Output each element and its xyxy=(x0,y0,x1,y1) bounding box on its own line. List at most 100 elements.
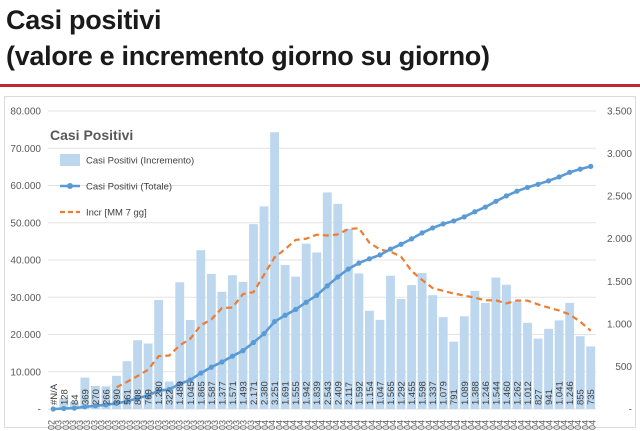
bar-value-label: 1.337 xyxy=(428,381,439,405)
x-tick-label-fragment: 04 xyxy=(267,420,277,430)
bar-value-label: 2.543 xyxy=(323,381,334,405)
legend: Casi Positivi (Incremento) Casi Positivi … xyxy=(60,154,194,219)
total-cases-point xyxy=(50,406,56,412)
x-tick-label-fragment: 04 xyxy=(438,420,448,430)
x-tick-label-fragment: 04 xyxy=(452,420,462,430)
total-cases-point xyxy=(556,174,562,180)
bar-value-label: 1.262 xyxy=(512,381,523,405)
increment-bar xyxy=(386,275,395,409)
increment-bar xyxy=(291,276,301,409)
x-tick-label-fragment: 04 xyxy=(274,420,284,430)
total-cases-point xyxy=(545,178,552,184)
x-tick-label-fragment: 04 xyxy=(538,420,548,430)
gridlines xyxy=(48,110,596,410)
x-tick-label-fragment: 04 xyxy=(367,420,377,430)
x-tick-label-fragment: 03 xyxy=(153,420,163,430)
total-cases-point xyxy=(493,198,499,204)
x-tick-label-fragment: 03 xyxy=(189,420,199,430)
bar-value-label: 369 xyxy=(80,389,91,405)
total-cases-point xyxy=(82,404,88,410)
increment-bars xyxy=(59,132,596,410)
bar-value-label: 2.409 xyxy=(333,381,344,405)
x-tick-label-fragment: 03 xyxy=(196,420,206,430)
bar-value-label: 1.455 xyxy=(407,381,418,405)
x-tick-label-fragment: 03 xyxy=(103,420,113,430)
increment-bar xyxy=(280,265,290,409)
x-tick-label-fragment: 03 xyxy=(54,420,64,430)
increment-bar xyxy=(407,285,417,409)
total-cases-point xyxy=(335,274,341,280)
right-axis-tick-label: 2.000 xyxy=(607,234,632,245)
total-cases-point xyxy=(261,331,267,337)
increment-bar xyxy=(364,310,374,409)
increment-bar xyxy=(491,277,501,409)
bar-value-label: 84 xyxy=(70,394,81,405)
increment-bar xyxy=(238,281,248,409)
slide-title-line-1: Casi positivi xyxy=(6,5,162,35)
increment-bar xyxy=(459,316,469,409)
increment-bar xyxy=(565,302,575,409)
bar-value-label: 1.292 xyxy=(397,381,408,405)
bar-value-label: 266 xyxy=(101,389,112,405)
x-tick-label-fragment: 03 xyxy=(224,420,234,430)
slide-title-line-2: (valore e incremento giorno su giorno) xyxy=(6,41,490,71)
total-cases-point xyxy=(293,306,299,313)
total-cases-point xyxy=(387,246,394,252)
x-tick-label-fragment: 04 xyxy=(402,420,412,430)
x-tick-label-fragment: 04 xyxy=(587,420,597,430)
increment-bar xyxy=(312,252,322,409)
increment-bar xyxy=(554,320,564,409)
x-tick-label-fragment: 04 xyxy=(523,420,533,430)
increment-bar xyxy=(69,401,79,409)
total-cases-point xyxy=(250,339,257,346)
total-cases-point xyxy=(535,181,541,187)
x-tick-label-fragment: 03 xyxy=(68,420,78,430)
x-tick-label-fragment: 03 xyxy=(96,420,106,430)
x-tick-label-fragment: 03 xyxy=(125,420,135,430)
x-tick-label-fragment: 04 xyxy=(324,420,334,430)
total-cases-point xyxy=(113,400,120,406)
increment-bar xyxy=(154,300,164,409)
x-tick-label-fragment: 04 xyxy=(381,420,391,430)
total-cases-point xyxy=(324,283,330,289)
bar-value-label: 1.592 xyxy=(354,381,365,405)
increment-bar xyxy=(270,132,280,410)
bar-value-label: 128 xyxy=(59,389,70,405)
increment-bar xyxy=(59,398,69,409)
x-tick-label-fragment: 03 xyxy=(168,420,178,430)
total-cases-point xyxy=(356,260,362,266)
x-tick-label-fragment: 04 xyxy=(360,420,370,430)
increment-bar xyxy=(164,381,174,409)
right-axis-tick-label: 500 xyxy=(615,362,632,373)
bar-value-label: 1.079 xyxy=(439,381,450,405)
x-tick-label-fragment: 04 xyxy=(338,420,348,430)
total-cases-point xyxy=(92,403,99,409)
x-tick-label-fragment: 04 xyxy=(296,420,306,430)
total-cases-point xyxy=(398,241,404,247)
bar-value-label: 1.555 xyxy=(291,381,302,405)
bar-value-label: 390 xyxy=(112,389,123,405)
increment-bar xyxy=(470,290,480,409)
x-tick-label-fragment: 03 xyxy=(160,420,170,430)
total-cases-point xyxy=(61,405,67,412)
x-tick-label-fragment: 04 xyxy=(410,420,420,430)
bar-value-label: #N/A xyxy=(49,383,60,405)
x-tick-label-fragment: 04 xyxy=(516,420,526,430)
total-cases-point xyxy=(124,398,130,404)
left-axis-tick-label: - xyxy=(38,405,41,416)
x-axis-date-fragments: 0203030303030303030303030303030303030303… xyxy=(47,420,598,430)
x-tick-label-fragment: 03 xyxy=(118,420,128,430)
left-axis-tick-label: 40.000 xyxy=(10,256,41,267)
increment-bar xyxy=(90,386,100,409)
total-cases-line xyxy=(53,165,592,411)
total-cases-point xyxy=(145,392,151,399)
increment-bar xyxy=(101,386,111,409)
total-cases-point xyxy=(577,166,583,172)
x-tick-label-fragment: 03 xyxy=(182,420,192,430)
bar-value-label: 1.493 xyxy=(238,381,249,405)
x-tick-label-fragment: 03 xyxy=(232,420,242,430)
bar-value-label: 1.377 xyxy=(217,381,228,405)
increment-bar xyxy=(575,336,585,409)
x-tick-label-fragment: 04 xyxy=(289,420,299,430)
x-tick-label-fragment: 04 xyxy=(474,420,484,430)
